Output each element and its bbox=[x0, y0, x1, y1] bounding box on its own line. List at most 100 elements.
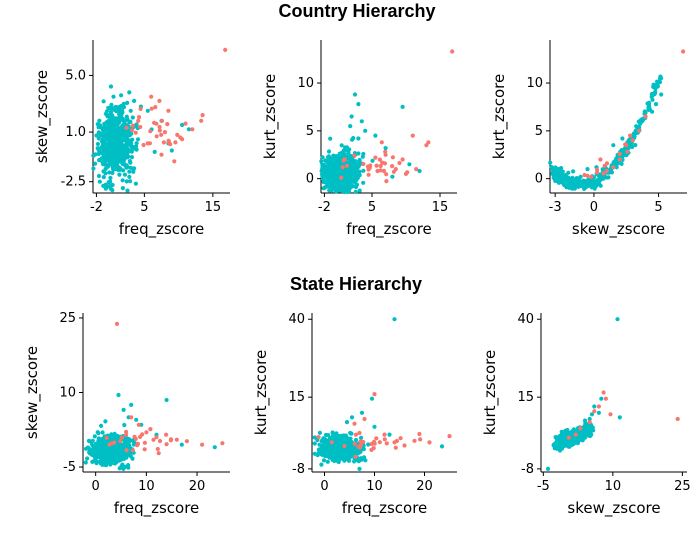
section-title-state: State Hierarchy bbox=[290, 274, 422, 294]
data-point bbox=[349, 158, 354, 163]
data-point bbox=[410, 133, 415, 138]
data-point bbox=[320, 438, 325, 443]
data-point bbox=[101, 183, 106, 188]
data-point bbox=[327, 455, 332, 460]
data-point bbox=[361, 180, 366, 185]
data-point bbox=[378, 168, 383, 173]
y-tick-label: -8 bbox=[521, 462, 534, 477]
data-point bbox=[604, 168, 610, 174]
data-point bbox=[135, 441, 140, 446]
data-point bbox=[601, 171, 606, 176]
data-point bbox=[106, 154, 111, 160]
data-point bbox=[349, 431, 354, 436]
data-point bbox=[567, 184, 572, 189]
data-point bbox=[603, 396, 609, 401]
x-axis-label: freq_zscore bbox=[114, 499, 200, 518]
data-point bbox=[339, 175, 344, 180]
data-point bbox=[106, 439, 111, 444]
data-point bbox=[145, 141, 150, 146]
data-point bbox=[343, 173, 348, 178]
data-point bbox=[392, 440, 397, 445]
data-point bbox=[329, 440, 334, 445]
data-point bbox=[127, 174, 132, 179]
data-point bbox=[336, 439, 341, 444]
data-point bbox=[98, 459, 103, 464]
data-point bbox=[154, 121, 159, 126]
data-point bbox=[159, 118, 165, 123]
scatter-panel-2: -2 5 15 0 5 10 freq_zscore kurt_zscore bbox=[261, 40, 457, 239]
data-point bbox=[93, 441, 98, 446]
data-point bbox=[89, 452, 94, 457]
data-point bbox=[136, 115, 142, 120]
data-point bbox=[372, 424, 377, 429]
data-point bbox=[325, 459, 330, 464]
data-point bbox=[142, 440, 147, 445]
data-point bbox=[393, 167, 398, 172]
data-point bbox=[681, 49, 686, 54]
data-point bbox=[110, 182, 115, 188]
data-point bbox=[121, 407, 126, 412]
data-point bbox=[120, 178, 125, 183]
data-point bbox=[110, 188, 115, 193]
data-point bbox=[596, 173, 602, 179]
data-point bbox=[641, 117, 646, 122]
y-tick-label: 1.0 bbox=[65, 125, 86, 140]
y-tick-label: 10 bbox=[297, 76, 314, 91]
data-point bbox=[327, 171, 332, 176]
data-point bbox=[351, 171, 356, 177]
data-point bbox=[611, 143, 616, 148]
data-point bbox=[356, 136, 361, 141]
data-point bbox=[359, 435, 364, 440]
data-point bbox=[439, 444, 445, 449]
data-point bbox=[614, 165, 619, 170]
data-point bbox=[101, 162, 106, 167]
data-point bbox=[124, 151, 129, 156]
data-point bbox=[312, 435, 317, 440]
data-point bbox=[361, 161, 366, 167]
data-point bbox=[588, 425, 593, 430]
data-point bbox=[157, 438, 163, 444]
data-point bbox=[190, 127, 195, 132]
data-point bbox=[85, 456, 90, 461]
data-point bbox=[183, 121, 188, 126]
x-tick-label: 10 bbox=[366, 479, 383, 494]
data-point bbox=[107, 145, 112, 150]
data-point bbox=[650, 109, 655, 114]
data-point bbox=[601, 390, 606, 395]
data-point bbox=[96, 147, 101, 153]
data-point bbox=[643, 114, 648, 119]
data-point bbox=[344, 163, 350, 168]
data-point bbox=[134, 144, 139, 149]
data-point bbox=[370, 158, 375, 163]
data-point bbox=[381, 168, 387, 174]
data-point bbox=[582, 181, 587, 186]
data-point bbox=[624, 143, 629, 148]
data-point bbox=[136, 118, 141, 123]
data-point bbox=[99, 439, 104, 444]
data-point bbox=[383, 152, 388, 157]
data-point bbox=[353, 454, 358, 459]
data-point bbox=[149, 94, 154, 99]
data-point bbox=[361, 447, 366, 452]
data-point bbox=[164, 442, 169, 447]
data-point bbox=[561, 182, 566, 187]
data-point bbox=[126, 463, 131, 468]
data-point bbox=[555, 168, 560, 173]
data-point bbox=[427, 440, 432, 445]
y-tick-label: 25 bbox=[59, 311, 76, 326]
x-axis-label: skew_zscore bbox=[572, 220, 665, 239]
x-axis-label: freq_zscore bbox=[119, 220, 205, 239]
data-point bbox=[184, 439, 189, 444]
data-point bbox=[100, 462, 105, 467]
data-point bbox=[608, 412, 613, 417]
data-point bbox=[165, 122, 170, 127]
data-point bbox=[560, 169, 565, 174]
data-point bbox=[125, 117, 130, 122]
data-point bbox=[563, 173, 568, 178]
data-point bbox=[129, 415, 134, 420]
data-point bbox=[169, 148, 174, 153]
data-point bbox=[362, 416, 367, 422]
y-tick-label: -2.5 bbox=[61, 175, 86, 190]
data-point bbox=[344, 453, 349, 458]
data-point bbox=[384, 441, 389, 446]
